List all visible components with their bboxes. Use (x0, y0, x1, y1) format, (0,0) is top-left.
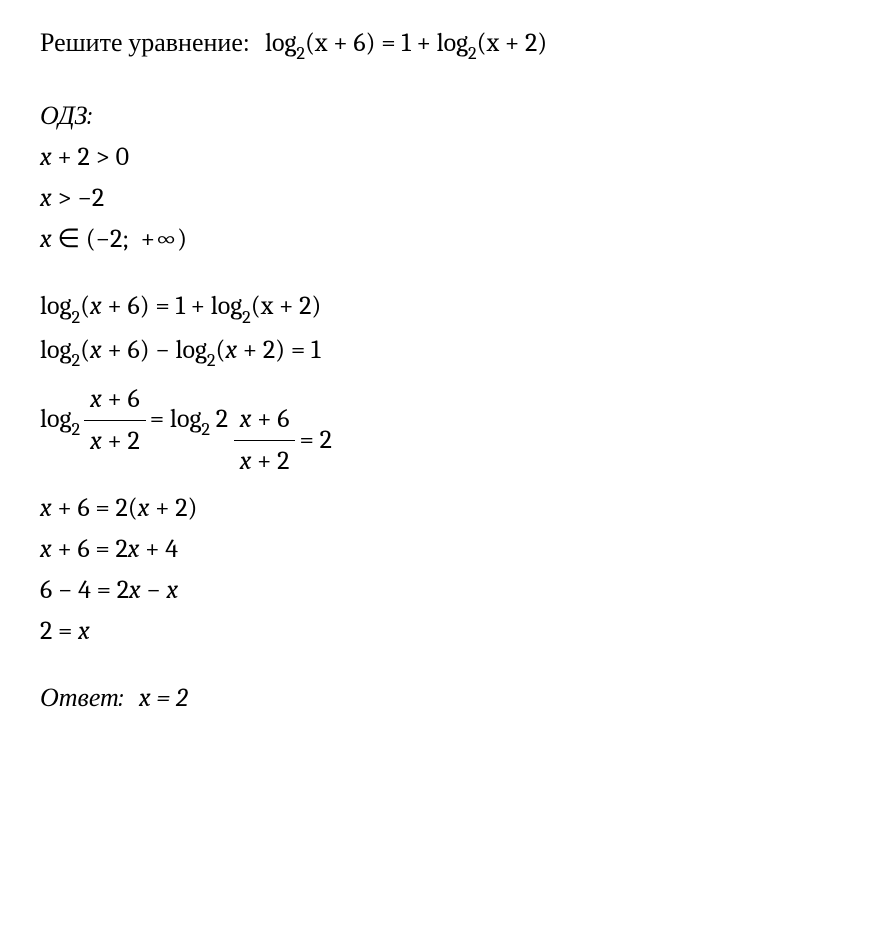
problem-statement: Решите уравнение: log2(x + 6) = 1 + log2… (40, 24, 846, 65)
step4-rhs: = 2 (299, 421, 331, 460)
step-8: 2 = x (40, 612, 846, 651)
step-7: 6 − 4 = 2x − x (40, 571, 846, 610)
odz-label: ОДЗ: (40, 97, 846, 136)
solution-page: Решите уравнение: log2(x + 6) = 1 + log2… (0, 0, 874, 744)
answer-value: x = 2 (139, 683, 188, 713)
step-3: log2 x + 6 x + 2 = log2 2 (40, 380, 228, 461)
answer-label: Ответ: (40, 683, 124, 713)
step3-log-prefix: log2 (40, 400, 80, 441)
step3-rhs: = log2 2 (150, 400, 228, 441)
step-6: x + 6 = 2x + 4 (40, 530, 846, 569)
step4-numerator: x + 6 (234, 400, 296, 441)
solution-steps: log2(x + 6) = 1 + log2(x + 2) log2(x + 6… (40, 287, 846, 651)
step-2: log2(x + 6) − log2(x + 2) = 1 (40, 331, 846, 372)
step4-fraction: x + 6 x + 2 (234, 400, 296, 481)
step3-denominator: x + 2 (84, 421, 146, 461)
step4-denominator: x + 2 (234, 441, 296, 481)
step-4: x + 6 x + 2 = 2 (234, 400, 332, 481)
odz-line-1: x + 2 > 0 (40, 138, 846, 177)
step3-numerator: x + 6 (84, 380, 146, 421)
problem-equation: log2(x + 6) = 1 + log2(x + 2) (265, 28, 547, 58)
odz-line-3: x ∈ (−2; +∞) (40, 220, 846, 259)
step-5: x + 6 = 2(x + 2) (40, 489, 846, 528)
step-1: log2(x + 6) = 1 + log2(x + 2) (40, 287, 846, 328)
odz-line-2: x > −2 (40, 179, 846, 218)
prompt-text: Решите уравнение: (40, 28, 249, 58)
step3-fraction: x + 6 x + 2 (84, 380, 146, 461)
answer-line: Ответ: x = 2 (40, 679, 846, 718)
